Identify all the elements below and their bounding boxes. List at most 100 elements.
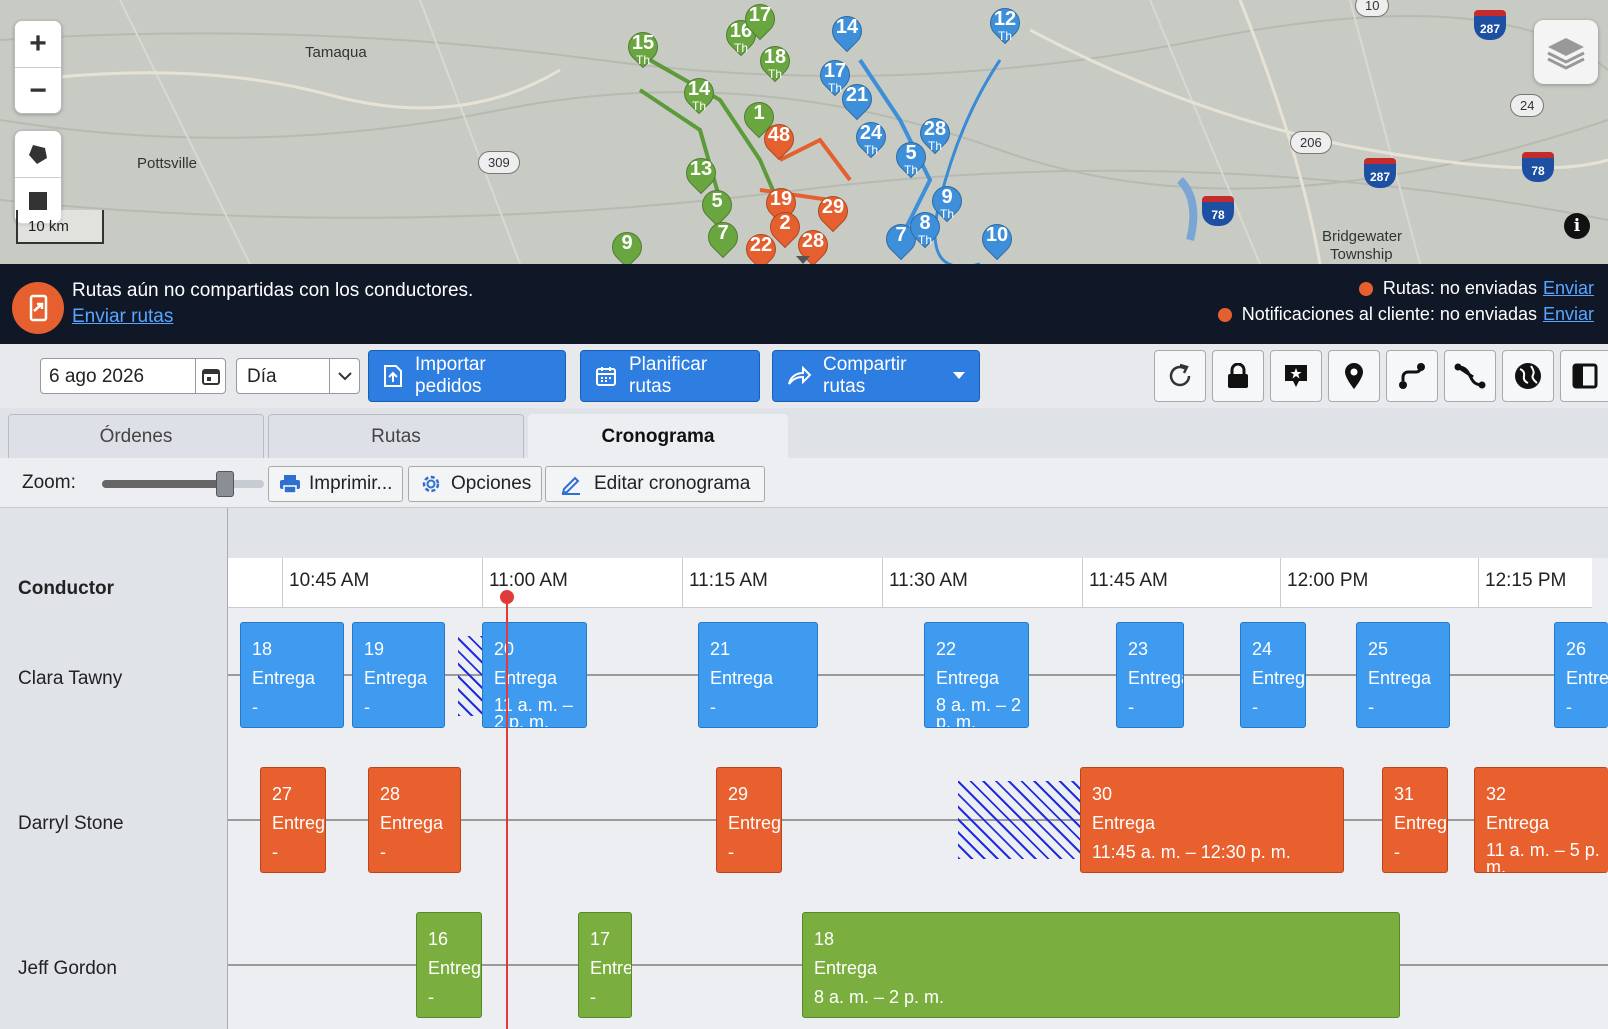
view-value: Día: [247, 366, 277, 387]
stop-block[interactable]: 18 Entrega -: [240, 622, 344, 728]
map-pin[interactable]: 24 Th: [849, 115, 893, 162]
stop-block[interactable]: 16Entrega-: [416, 912, 482, 1018]
date-input[interactable]: 6 ago 2026: [40, 358, 226, 394]
map-pin[interactable]: 17 Th: [813, 53, 857, 100]
tab-rutas[interactable]: Rutas: [268, 414, 524, 458]
time-axis: 10:45 AM 11:00 AM 11:15 AM 11:30 AM 11:4…: [228, 558, 1592, 608]
zoom-slider-handle[interactable]: [216, 471, 234, 497]
map-resize-handle-icon[interactable]: [796, 256, 810, 264]
stop-block[interactable]: 22 Entrega 8 a. m. – 2 p. m.: [924, 622, 1029, 728]
map-pin[interactable]: 10: [975, 217, 1019, 264]
map-pin[interactable]: 28: [791, 223, 835, 264]
map-pin[interactable]: 19: [759, 181, 803, 228]
stop-block[interactable]: 20 Entrega 11 a. m. – 2 p. m.: [482, 622, 587, 728]
map-pin[interactable]: 15 Th: [621, 25, 665, 72]
current-time-marker: [500, 590, 514, 604]
plan-routes-button[interactable]: Planificar rutas: [580, 350, 760, 402]
share-routes-label: Compartir rutas: [823, 354, 907, 397]
map-pin[interactable]: 48: [757, 117, 801, 164]
stop-block[interactable]: 21 Entrega -: [698, 622, 818, 728]
print-button[interactable]: Imprimir...: [268, 466, 404, 502]
stop-block[interactable]: 30 Entrega 11:45 a. m. – 12:30 p. m.: [1080, 767, 1344, 873]
map-pin[interactable]: 9 Th: [925, 179, 969, 226]
notice-banner: Rutas aún no compartidas con los conduct…: [0, 264, 1608, 344]
options-button[interactable]: Opciones: [408, 466, 543, 502]
zoom-out-button[interactable]: −: [15, 67, 61, 113]
send-routes-link[interactable]: Enviar rutas: [72, 306, 174, 327]
map-pin[interactable]: 28 Th: [913, 111, 957, 158]
routes-status: Rutas: no enviadas Enviar: [1358, 278, 1594, 299]
time-tick: 11:00 AM: [482, 558, 568, 608]
map-pin[interactable]: 13: [679, 151, 723, 198]
share-routes-button[interactable]: Compartir rutas: [772, 350, 980, 402]
tab-bar: Órdenes Rutas Cronograma: [0, 408, 1608, 458]
stop-block[interactable]: 27Entrega-: [260, 767, 326, 873]
stop-block[interactable]: 25 Entrega -: [1356, 622, 1450, 728]
lock-icon[interactable]: [1212, 350, 1264, 402]
tab-cronograma[interactable]: Cronograma: [528, 414, 788, 458]
refresh-icon[interactable]: [1154, 350, 1206, 402]
options-label: Opciones: [451, 473, 532, 494]
route-icon[interactable]: [1386, 350, 1438, 402]
pin-star-icon[interactable]: [1270, 350, 1322, 402]
driver-row-header[interactable]: Jeff Gordon: [0, 898, 228, 1029]
location-icon[interactable]: [1328, 350, 1380, 402]
stop-block[interactable]: 24Entrega-: [1240, 622, 1306, 728]
stop-block[interactable]: 31Entrega-: [1382, 767, 1448, 873]
map-pin[interactable]: 12 Th: [983, 1, 1027, 48]
zoom-in-button[interactable]: +: [29, 27, 47, 60]
map-pin[interactable]: 29: [811, 189, 855, 236]
send-notifications-link[interactable]: Enviar: [1542, 304, 1594, 324]
map-pin[interactable]: 17: [738, 0, 782, 44]
zoom-slider[interactable]: [102, 471, 264, 497]
interstate-shield: 78: [1522, 152, 1554, 182]
info-icon[interactable]: i: [1564, 213, 1590, 239]
map-pin[interactable]: 14: [825, 9, 869, 56]
stop-block[interactable]: 23Entrega-: [1116, 622, 1184, 728]
layers-icon[interactable]: [1534, 20, 1598, 84]
edit-schedule-button[interactable]: Editar cronograma: [545, 466, 766, 502]
printer-icon: [279, 474, 301, 494]
zoom-control: + −: [14, 20, 62, 114]
share-arrow-icon: [787, 366, 811, 386]
map-pin[interactable]: 22: [739, 227, 783, 264]
branch-route-icon[interactable]: [1444, 350, 1496, 402]
stop-block[interactable]: 29Entrega-: [716, 767, 782, 873]
import-orders-button[interactable]: Importar pedidos: [368, 350, 566, 402]
tab-ordenes[interactable]: Órdenes: [8, 414, 264, 458]
road-badge: 309: [478, 151, 520, 174]
map-pin[interactable]: 9: [605, 225, 649, 264]
map-pin[interactable]: 7: [879, 217, 923, 264]
pencil-icon: [560, 473, 582, 495]
map-panel[interactable]: Tamaqua Pottsville Bridgewater Township …: [0, 0, 1608, 264]
map-pin[interactable]: 2: [763, 205, 807, 252]
stop-block[interactable]: 19 Entrega -: [352, 622, 445, 728]
driver-row-header[interactable]: Darryl Stone: [0, 753, 228, 898]
upload-file-icon: [383, 364, 403, 388]
send-routes-status-link[interactable]: Enviar: [1542, 278, 1594, 298]
panel-icon[interactable]: [1560, 350, 1608, 402]
map-pin[interactable]: 14 Th: [677, 71, 721, 118]
stop-block[interactable]: 28 Entrega -: [368, 767, 461, 873]
time-tick: 11:45 AM: [1082, 558, 1168, 608]
map-pin[interactable]: 7: [701, 215, 745, 262]
map-pin[interactable]: 18 Th: [753, 39, 797, 86]
polygon-tool-icon[interactable]: [15, 131, 61, 177]
globe-icon[interactable]: [1502, 350, 1554, 402]
stop-block[interactable]: 18 Entrega 8 a. m. – 2 p. m.: [802, 912, 1400, 1018]
interstate-shield: 287: [1364, 158, 1396, 188]
map-pin[interactable]: 5: [695, 183, 739, 230]
stop-block[interactable]: 32 Entrega 11 a. m. – 5 p. m.: [1474, 767, 1608, 873]
interstate-shield: 287: [1474, 10, 1506, 40]
view-select[interactable]: Día: [236, 358, 360, 394]
stop-block[interactable]: 17Entrega-: [578, 912, 632, 1018]
driver-column-header: Conductor: [0, 508, 228, 608]
map-pin[interactable]: 8 Th: [903, 205, 947, 252]
rectangle-tool-icon[interactable]: [15, 177, 61, 223]
map-pin[interactable]: 5 Th: [889, 135, 933, 182]
driver-row-header[interactable]: Clara Tawny: [0, 608, 228, 753]
stop-block[interactable]: 26Entrega-: [1554, 622, 1608, 728]
calendar-icon[interactable]: [195, 359, 225, 393]
map-pin[interactable]: 21: [835, 77, 879, 124]
map-pin[interactable]: 1: [737, 95, 781, 142]
